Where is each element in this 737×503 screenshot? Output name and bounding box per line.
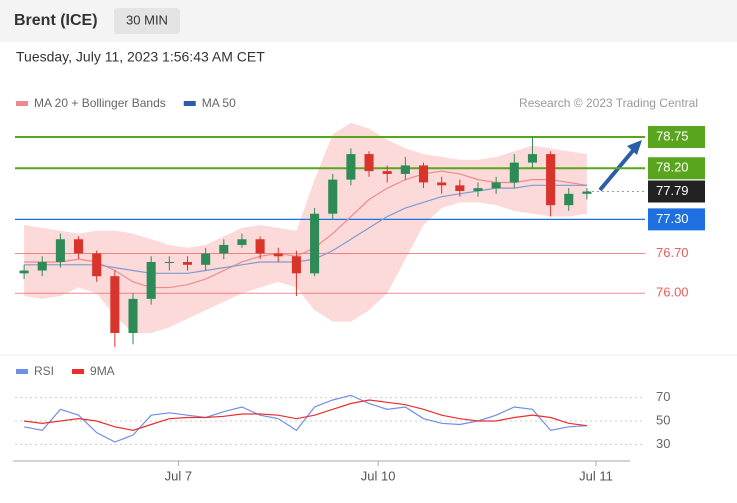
candle-body	[346, 154, 356, 180]
candle-body	[582, 191, 592, 194]
candle-body	[128, 298, 138, 333]
candle-body	[564, 193, 574, 206]
level-label-box	[648, 180, 705, 203]
level-label: 78.75	[656, 128, 689, 143]
legend-swatch	[16, 369, 28, 374]
candle-body	[546, 154, 556, 206]
ma20-line	[24, 170, 588, 289]
legend-label: MA 20 + Bollinger Bands	[34, 96, 166, 110]
chart-title: Brent (ICE)	[14, 12, 98, 29]
candle-body	[92, 253, 102, 277]
candle-body	[37, 261, 47, 271]
legend-label: 9MA	[90, 364, 115, 378]
candle-body	[146, 261, 156, 299]
level-label: 78.20	[656, 160, 689, 175]
candle-body	[164, 261, 174, 263]
ma50-line	[24, 184, 587, 274]
header-bar	[0, 0, 737, 42]
level-label: 76.70	[656, 245, 689, 260]
rsi-tick-label: 70	[656, 389, 670, 404]
candle-body	[291, 256, 301, 274]
x-tick-label: Jul 11	[579, 468, 613, 483]
candle-body	[455, 185, 465, 191]
timeframe-badge	[114, 8, 180, 34]
candle-body	[382, 171, 392, 174]
candle-body	[328, 179, 338, 214]
candle-body	[74, 239, 84, 254]
candle-body	[310, 213, 320, 274]
timeframe: 30 MIN	[126, 12, 168, 27]
candle-body	[527, 154, 537, 163]
legend-swatch	[183, 101, 196, 106]
level-label-box	[648, 208, 705, 231]
forecast-arrowhead	[627, 140, 642, 155]
bollinger-band	[24, 122, 587, 333]
rsi-tick-label: 30	[656, 436, 670, 451]
level-label: 77.30	[656, 211, 689, 226]
candle-body	[110, 276, 120, 333]
candle-body	[19, 270, 29, 274]
legend-swatch	[72, 369, 85, 374]
candle-body	[55, 239, 65, 262]
legend-label: RSI	[34, 364, 54, 378]
candle-body	[255, 239, 265, 254]
subtitle: Tuesday, July 11, 2023 1:56:43 AM CET	[16, 49, 265, 65]
candle-body	[418, 165, 429, 183]
candle-body	[273, 253, 283, 257]
candle-body	[219, 244, 229, 254]
x-tick-label: Jul 7	[165, 468, 192, 483]
legend-swatch	[16, 101, 28, 106]
candle-body	[437, 182, 447, 186]
level-label-box	[648, 157, 705, 180]
x-tick-label: Jul 10	[361, 468, 396, 483]
candle-body	[201, 253, 211, 265]
rsi-line	[23, 394, 587, 443]
candle-body	[182, 261, 193, 265]
rsi-line	[24, 399, 587, 431]
credit: Research © 2023 Trading Central	[519, 96, 698, 110]
candle-body	[473, 188, 483, 191]
rsi-tick-label: 50	[656, 412, 670, 427]
level-label-box	[648, 126, 705, 149]
candle-body	[509, 162, 519, 183]
candle-body	[491, 182, 501, 189]
candle-body	[364, 154, 374, 172]
candle-body	[237, 239, 247, 245]
level-label: 76.00	[656, 285, 689, 300]
candle-body	[400, 165, 410, 174]
legend-label: MA 50	[202, 96, 236, 110]
level-label: 77.79	[656, 183, 689, 198]
